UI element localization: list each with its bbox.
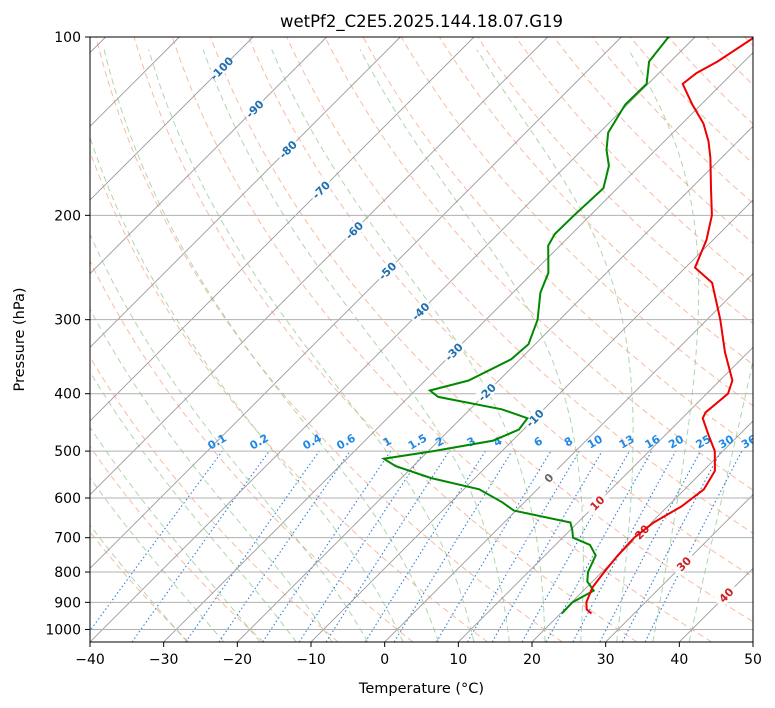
isotherm-line xyxy=(605,494,753,642)
isotherm-label-background xyxy=(407,297,434,325)
mixing-ratio-lines xyxy=(90,450,743,642)
y-tick-label: 500 xyxy=(54,444,81,460)
mixing-ratio-line xyxy=(185,450,320,642)
plot-frame xyxy=(89,36,754,643)
moist-adiabat-line xyxy=(90,426,261,642)
isotherm-line xyxy=(310,199,753,642)
x-tick-label: −20 xyxy=(223,652,253,668)
dry-adiabat-line xyxy=(515,37,753,284)
chart-title: wetPf2_C2E5.2025.144.18.07.G19 xyxy=(280,12,563,32)
isotherm-line xyxy=(531,420,753,642)
mixing-ratio-line xyxy=(325,450,450,642)
isotherm-line xyxy=(458,346,753,642)
x-tick-label: −10 xyxy=(296,652,326,668)
moist-adiabat-line xyxy=(90,233,369,642)
moist-adiabat-line xyxy=(90,308,333,642)
moist-adiabats xyxy=(90,49,753,642)
moist-adiabat-line xyxy=(688,358,753,642)
isotherm-line xyxy=(90,37,696,642)
isotherm-label-background xyxy=(473,378,500,406)
dry-adiabat-line xyxy=(95,37,563,642)
isotherm-label-background xyxy=(241,95,268,122)
x-tick-label: 40 xyxy=(670,652,688,668)
y-tick-label: 900 xyxy=(54,595,81,611)
isotherm-label-background xyxy=(670,550,697,577)
isotherm-line xyxy=(90,37,327,275)
moist-adiabat-line xyxy=(627,49,700,642)
mixing-ratio-label-group: 36 xyxy=(739,432,759,451)
moist-adiabat-line xyxy=(90,135,404,642)
y-tick-label: 400 xyxy=(54,387,81,403)
isotherm-line xyxy=(237,125,753,642)
isotherms xyxy=(90,37,753,642)
isotherm-label-background xyxy=(440,338,467,365)
isotherm-line xyxy=(90,37,548,496)
x-tick-label: 30 xyxy=(597,652,615,668)
x-tick-label: −30 xyxy=(149,652,179,668)
moist-adiabat-line xyxy=(148,49,475,642)
dry-adiabat-line xyxy=(324,37,753,491)
mixing-ratio-line xyxy=(644,450,743,642)
isotherm-label-background xyxy=(373,257,401,284)
isotherm-line xyxy=(90,37,401,348)
x-axis-label: Temperature (°C) xyxy=(358,681,484,697)
moist-adiabat-line xyxy=(359,49,584,642)
y-tick-label: 700 xyxy=(54,531,81,547)
x-axis: −40 −30 −20 −10 0 10 20 30 40 50 xyxy=(75,642,762,668)
isotherm-label-background xyxy=(274,135,301,163)
isotherm-label-background xyxy=(208,54,235,82)
isotherm-line xyxy=(384,273,753,642)
y-tick-label: 200 xyxy=(54,208,81,224)
dry-adiabat-line xyxy=(248,37,753,578)
moist-adiabat-line xyxy=(476,49,634,642)
dry-adiabat-line xyxy=(90,445,264,642)
dry-adiabat-line xyxy=(90,356,339,642)
y-tick-label: 600 xyxy=(54,491,81,507)
isotherm-label-group: 0 xyxy=(535,464,562,491)
x-tick-label: 10 xyxy=(449,652,467,668)
mixing-ratio-line xyxy=(298,450,425,642)
isotherm-line xyxy=(163,52,753,642)
temperature-series-line xyxy=(585,37,753,615)
mixing-ratio-line xyxy=(131,450,270,642)
x-tick-label: 50 xyxy=(744,652,762,668)
isotherm-label-background xyxy=(712,581,739,608)
isotherm-label-background xyxy=(340,216,367,244)
isobar-gridlines xyxy=(90,37,753,630)
y-tick-label: 800 xyxy=(54,565,81,581)
moist-adiabat-line xyxy=(202,49,510,642)
mixing-ratio-line xyxy=(393,450,513,642)
isotherm-line xyxy=(90,37,622,569)
dry-adiabat-line xyxy=(171,37,712,642)
y-tick-label: 300 xyxy=(54,313,81,329)
isotherm-line xyxy=(90,37,254,201)
y-tick-label: 100 xyxy=(54,30,81,46)
moist-adiabat-line xyxy=(271,49,546,642)
moist-adiabat-line xyxy=(90,370,297,642)
isotherm-line xyxy=(90,37,475,422)
isotherm-label-background xyxy=(521,404,548,431)
mixing-ratio-line xyxy=(90,450,223,632)
dry-adiabat-line xyxy=(286,37,753,534)
dewpoint-series-line xyxy=(380,37,670,615)
mixing-ratio-label: 36 xyxy=(739,432,759,451)
isotherm-label-background xyxy=(535,464,562,491)
y-tick-label: 1000 xyxy=(45,622,81,638)
mixing-ratio-line xyxy=(262,450,392,642)
mixing-ratio-line xyxy=(545,450,653,642)
mixing-ratio-line xyxy=(218,450,351,642)
y-axis: 100 200 300 400 500 600 700 800 900 1000 xyxy=(45,30,90,638)
x-tick-label: −40 xyxy=(75,652,105,668)
isotherm-label-background xyxy=(583,489,610,516)
x-tick-label: 0 xyxy=(380,652,389,668)
mixing-ratio-line xyxy=(572,450,677,642)
x-tick-label: 20 xyxy=(523,652,541,668)
y-axis-label: Pressure (hPa) xyxy=(12,287,28,391)
isotherm-label-background xyxy=(307,176,334,203)
dry-adiabat-line xyxy=(90,259,414,642)
